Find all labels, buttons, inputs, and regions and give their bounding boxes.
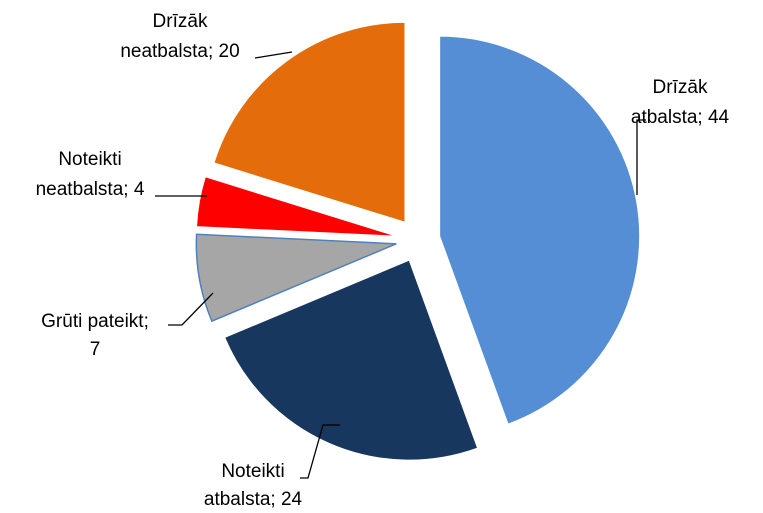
data-label: Grūti pateikt; [41,311,149,332]
data-label: atbalsta; 44 [631,107,730,128]
data-label: neatbalsta; 20 [120,41,239,62]
pie-slice [196,176,397,237]
leader-line [300,424,340,479]
data-label: 7 [90,339,101,360]
pie-slice [439,35,641,425]
leader-line [254,51,293,59]
pie-slice [224,259,479,461]
data-label: Noteikti [221,461,284,482]
data-label: neatbalsta; 4 [36,179,145,200]
data-label: Drīzāk [153,11,208,32]
pie-slice [195,233,397,323]
pie-slice [213,21,406,223]
data-label: atbalsta; 24 [204,489,303,510]
leader-line [168,292,214,326]
data-label: Drīzāk [653,77,708,98]
data-label: Noteikti [58,149,121,170]
leader-line [636,119,646,195]
